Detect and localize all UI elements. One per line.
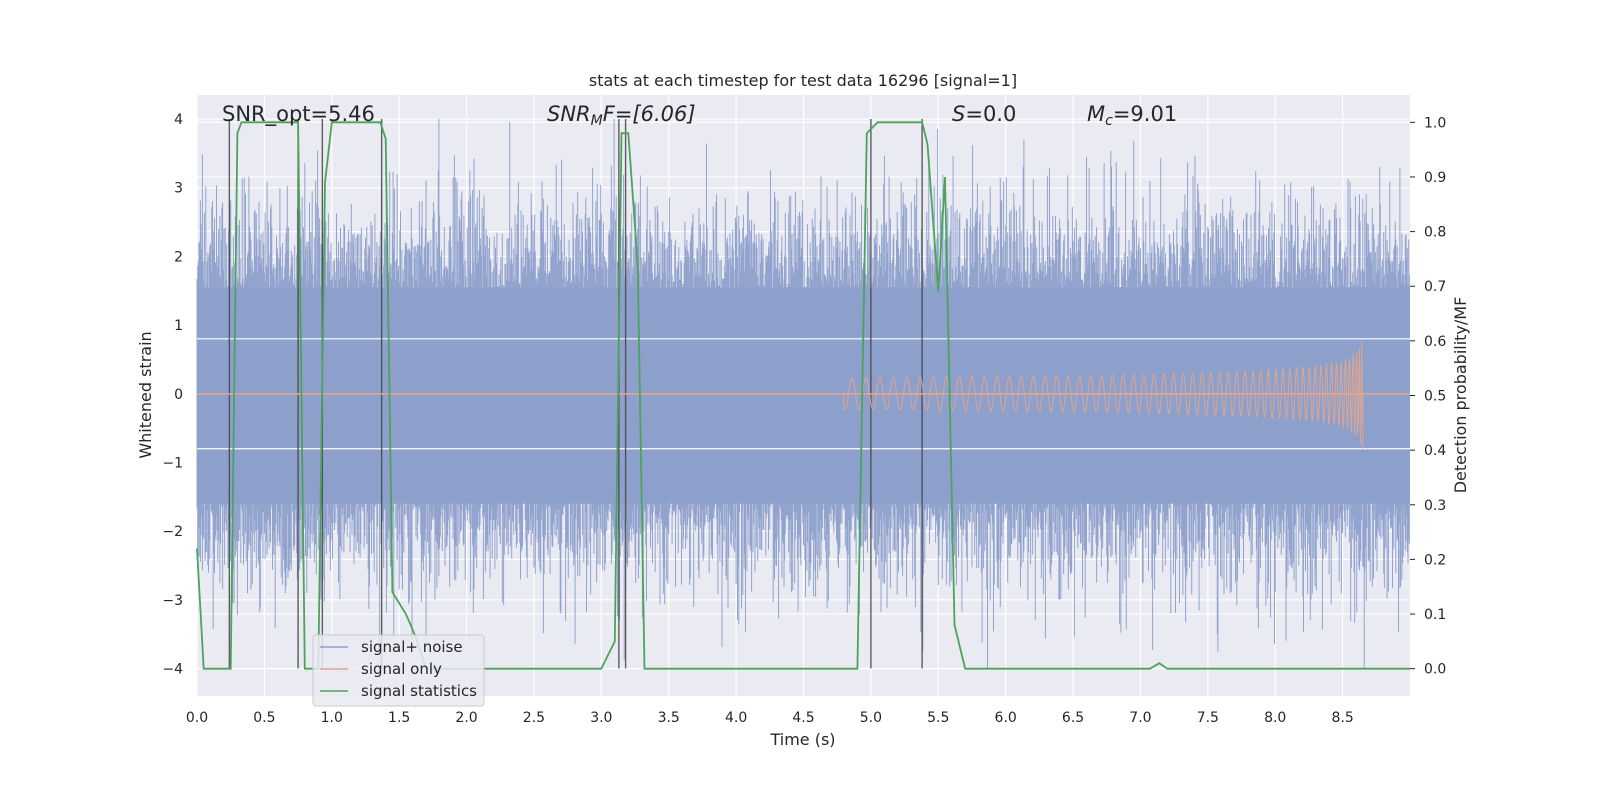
x-tick-label: 3.5 [658, 710, 680, 726]
legend-box [312, 634, 485, 707]
y-tick-label-left: −3 [162, 593, 183, 609]
y-tick-label-right: 0.4 [1424, 443, 1446, 459]
y-tick-label-right: 0.9 [1424, 170, 1446, 186]
y-tick-label-right: 0.7 [1424, 279, 1446, 295]
x-tick-label: 4.0 [725, 710, 747, 726]
annotation-snr-opt: SNR_opt=5.46 [222, 102, 375, 127]
x-tick-label: 1.5 [388, 710, 410, 726]
legend-label-signal-statistics: signal statistics [361, 682, 477, 700]
x-axis-label: Time (s) [769, 730, 835, 749]
y-tick-label-right: 0.6 [1424, 334, 1446, 350]
x-tick-label: 6.0 [995, 710, 1017, 726]
x-tick-label: 1.0 [321, 710, 343, 726]
y-tick-label-right: 1.0 [1424, 115, 1446, 131]
y-ticks-right: 0.0 0.1 0.2 0.3 0.4 0.5 0.6 0.7 0.8 0.9 1.0 [1410, 115, 1446, 678]
x-tick-label: 3.0 [590, 710, 612, 726]
x-tick-label: 2.5 [523, 710, 545, 726]
y-tick-label-left: 3 [174, 181, 183, 197]
x-tick-label: 6.5 [1062, 710, 1084, 726]
y-tick-label-right: 0.1 [1424, 607, 1446, 623]
legend-label-signal-noise: signal+ noise [361, 638, 463, 656]
y-tick-label-right: 0.2 [1424, 552, 1446, 568]
legend: signal+ noise signal only signal statist… [312, 634, 485, 707]
x-tick-label: 7.0 [1129, 710, 1151, 726]
x-tick-label: 4.5 [792, 710, 814, 726]
y-tick-label-right: 0.0 [1424, 662, 1446, 678]
x-tick-label: 5.5 [927, 710, 949, 726]
y-axis-label-right: Detection probability/MF [1451, 297, 1470, 494]
signal-only-chirp [843, 340, 1364, 451]
y-axis-label-left: Whitened strain [136, 331, 155, 458]
chart-title: stats at each timestep for test data 162… [589, 71, 1017, 90]
x-tick-label: 8.0 [1264, 710, 1286, 726]
y-tick-label-left: −1 [162, 455, 183, 471]
y-tick-label-left: 2 [174, 249, 183, 265]
signal-only-series [197, 340, 1410, 451]
x-tick-label: 0.0 [186, 710, 208, 726]
x-tick-label: 2.0 [455, 710, 477, 726]
y-tick-label-left: −2 [162, 524, 183, 540]
y-tick-label-left: 0 [174, 387, 183, 403]
x-tick-label: 8.5 [1331, 710, 1353, 726]
x-tick-label: 0.5 [253, 710, 275, 726]
x-ticks: 0.0 0.5 1.0 1.5 2.0 2.5 3.0 3.5 4.0 4.5 5.0 5.5 6.0 6… [186, 710, 1354, 726]
y-ticks-left: −4 −3 −2 −1 0 1 2 3 4 [162, 112, 183, 677]
y-tick-label-right: 0.3 [1424, 498, 1446, 514]
annotation-s: S=0.0 [952, 102, 1016, 126]
y-tick-label-right: 0.5 [1424, 389, 1446, 405]
x-tick-label: 7.5 [1197, 710, 1219, 726]
y-tick-label-right: 0.8 [1424, 225, 1446, 241]
signal-statistics-series [196, 121, 1410, 670]
signal-noise-series [196, 119, 1410, 669]
y-tick-label-left: −4 [162, 662, 183, 678]
annotation-snr-mf: SNRMF=[6.06] [547, 102, 696, 129]
legend-label-signal-only: signal only [361, 660, 442, 678]
y-tick-label-left: 4 [174, 112, 183, 128]
x-tick-label: 5.0 [860, 710, 882, 726]
annotation-mc: Mc=9.01 [1087, 102, 1177, 129]
y-tick-label-left: 1 [174, 318, 183, 334]
